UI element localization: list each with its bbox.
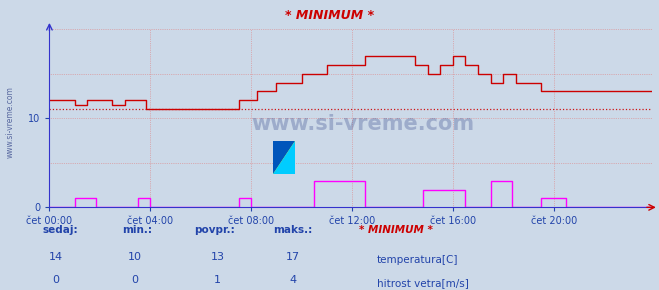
- Text: 0: 0: [53, 275, 59, 285]
- Text: * MINIMUM *: * MINIMUM *: [285, 9, 374, 22]
- Text: 0: 0: [132, 275, 138, 285]
- Text: * MINIMUM *: * MINIMUM *: [359, 225, 433, 235]
- Text: www.si-vreme.com: www.si-vreme.com: [5, 86, 14, 158]
- Text: povpr.:: povpr.:: [194, 225, 235, 235]
- Text: 13: 13: [210, 251, 225, 262]
- Text: hitrost vetra[m/s]: hitrost vetra[m/s]: [377, 278, 469, 288]
- Text: 14: 14: [49, 251, 63, 262]
- Text: 10: 10: [128, 251, 142, 262]
- Polygon shape: [273, 141, 295, 174]
- Text: 1: 1: [214, 275, 221, 285]
- Text: www.si-vreme.com: www.si-vreme.com: [252, 113, 474, 133]
- Text: sedaj:: sedaj:: [43, 225, 78, 235]
- Text: 17: 17: [286, 251, 301, 262]
- Text: maks.:: maks.:: [273, 225, 313, 235]
- Polygon shape: [273, 141, 295, 174]
- Text: temperatura[C]: temperatura[C]: [377, 255, 459, 264]
- Text: min.:: min.:: [122, 225, 152, 235]
- Text: 4: 4: [290, 275, 297, 285]
